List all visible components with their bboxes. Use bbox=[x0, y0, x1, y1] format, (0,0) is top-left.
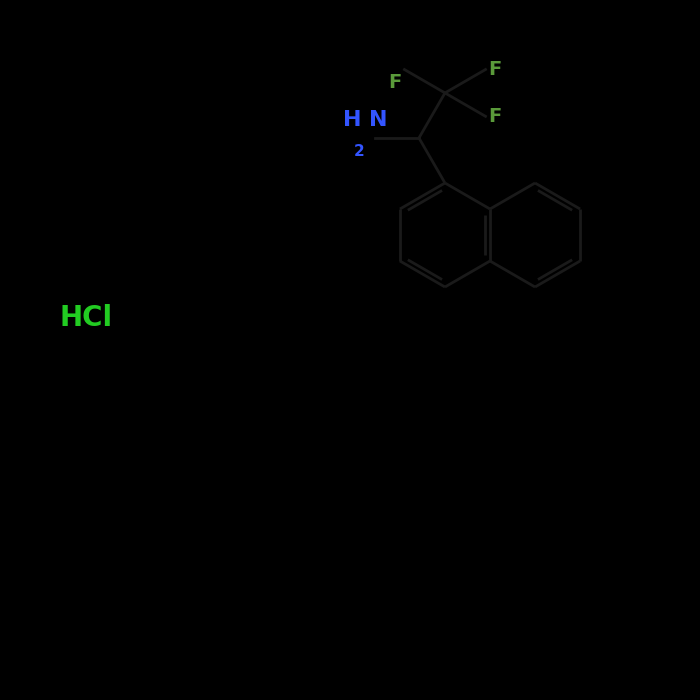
Text: F: F bbox=[389, 73, 401, 92]
Text: N: N bbox=[369, 110, 388, 130]
Text: H: H bbox=[344, 110, 362, 130]
Text: HCl: HCl bbox=[60, 304, 113, 332]
Text: 2: 2 bbox=[354, 144, 365, 159]
Text: F: F bbox=[489, 107, 502, 126]
Text: F: F bbox=[489, 60, 502, 79]
